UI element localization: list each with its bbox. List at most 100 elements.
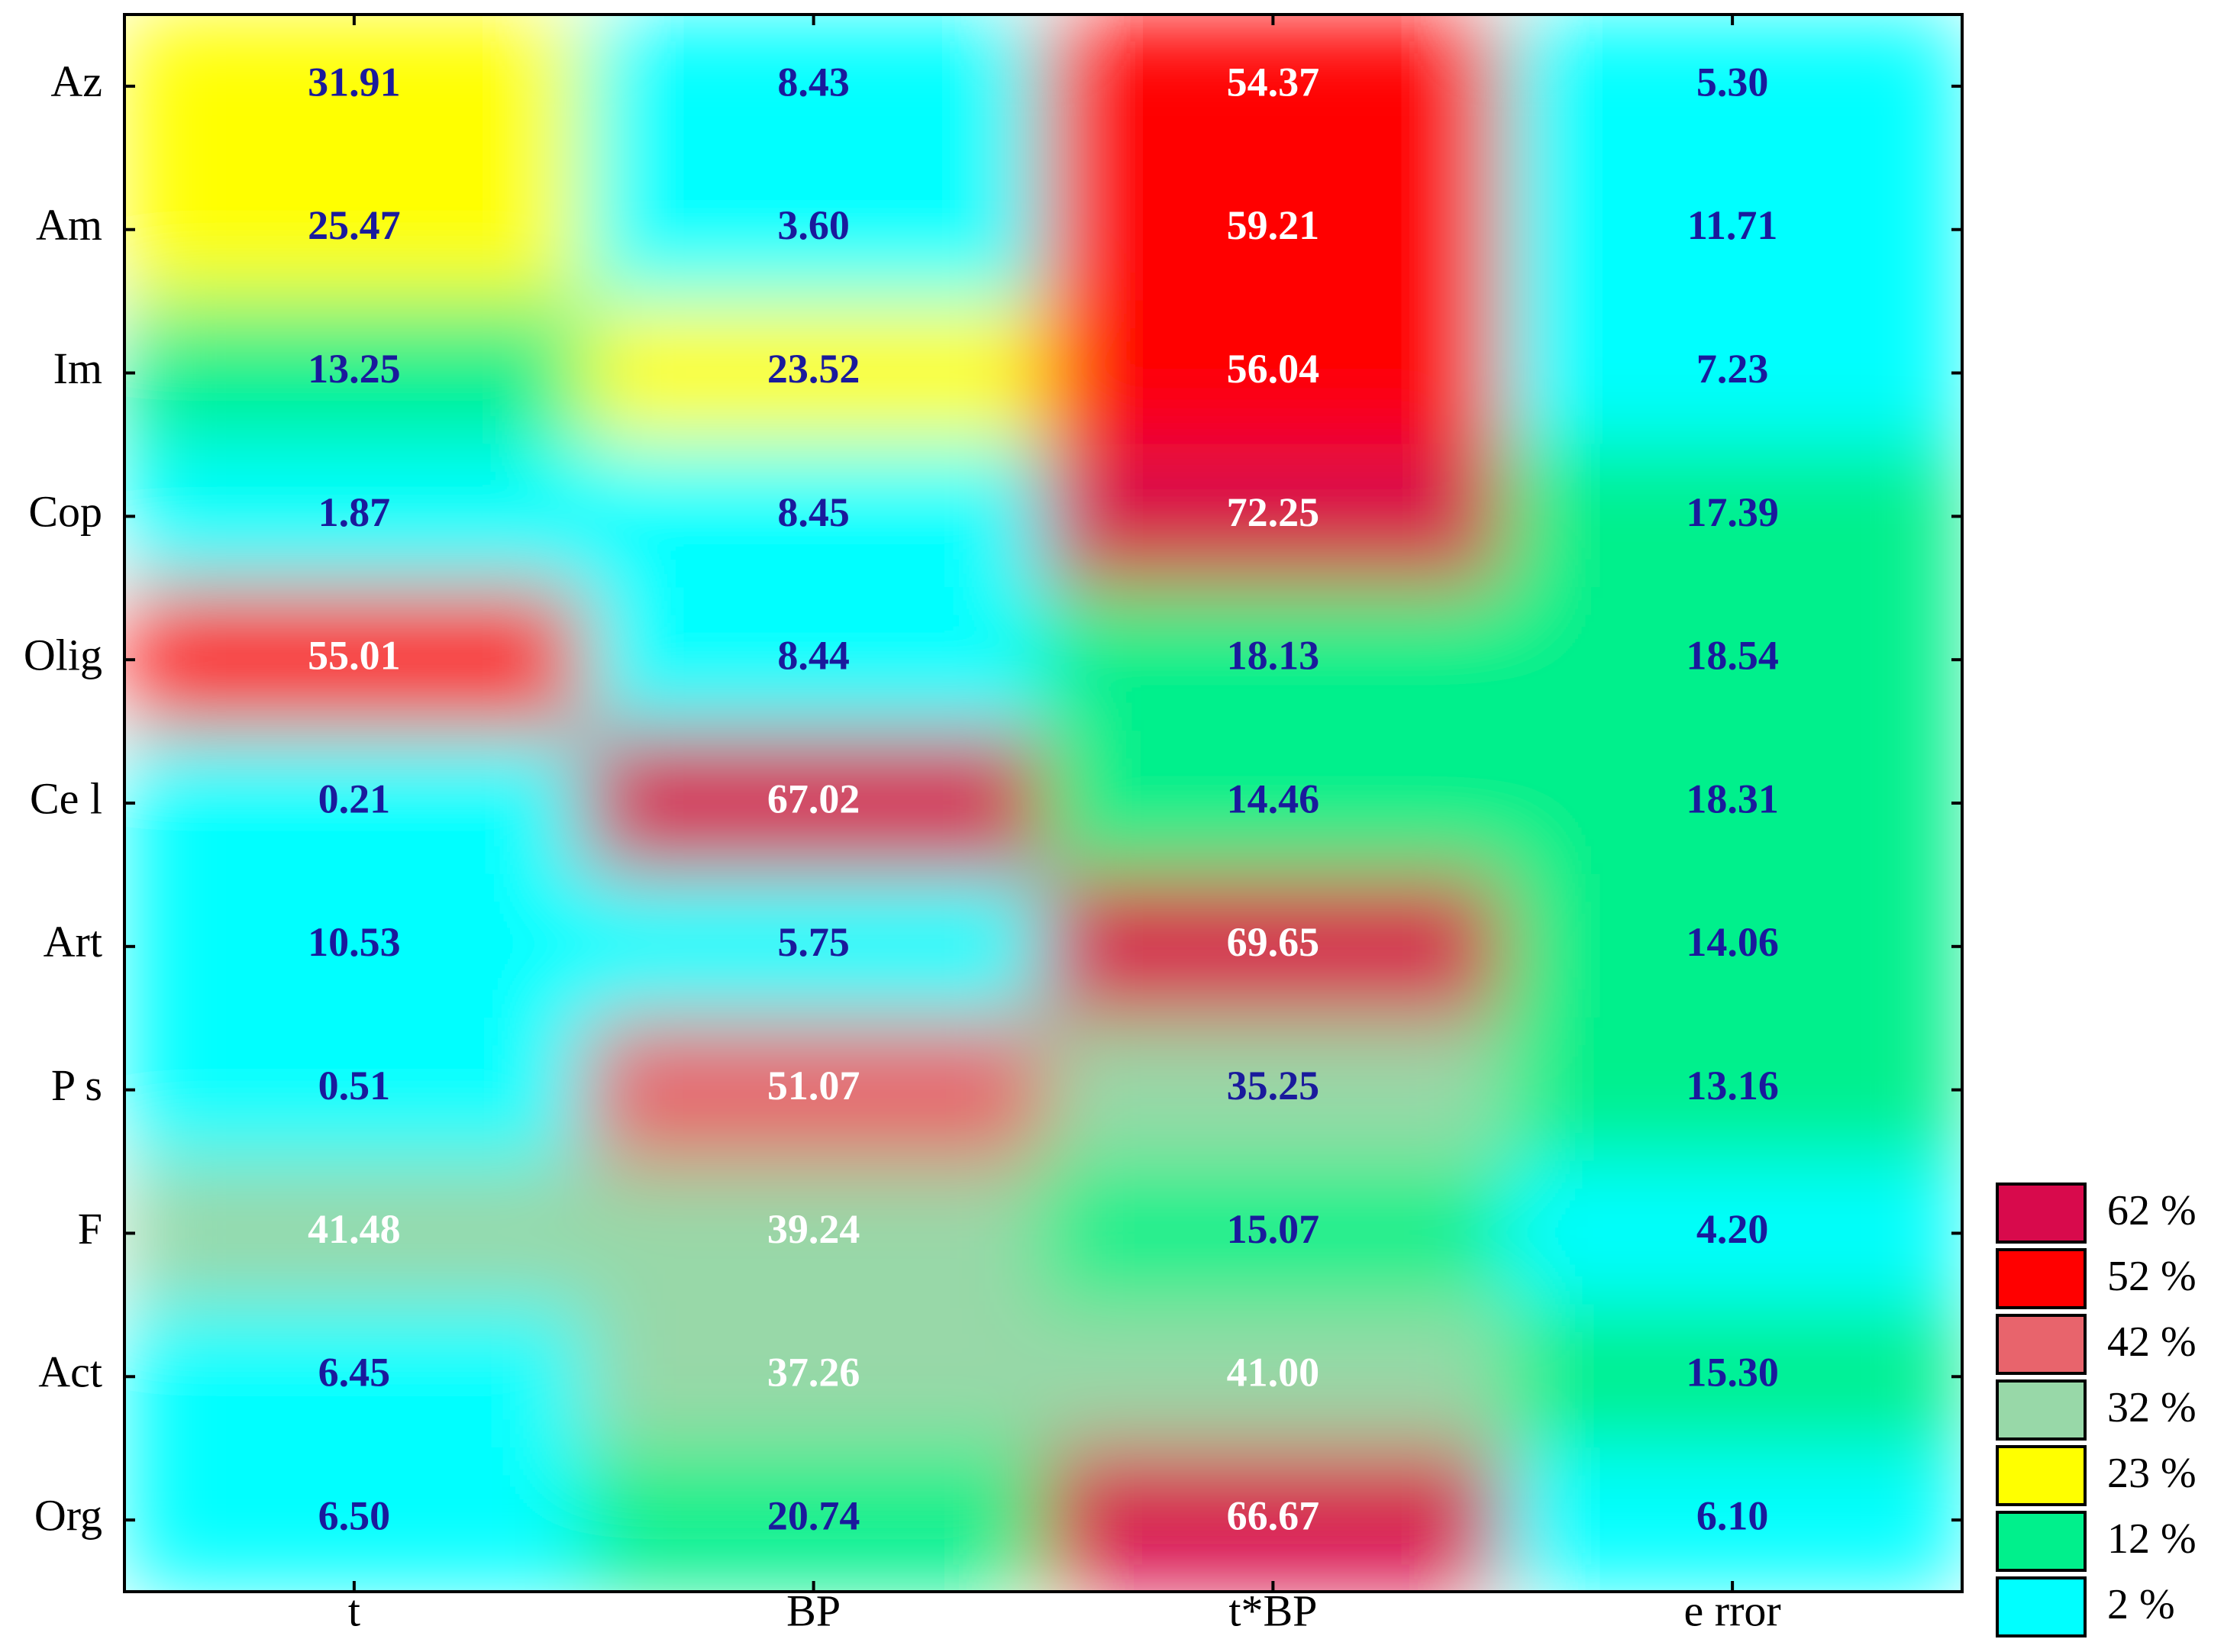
heat-surface [124, 15, 1962, 1592]
value-label: 17.39 [1686, 489, 1779, 535]
heat-cell [1042, 1160, 1504, 1306]
value-label: 14.46 [1227, 776, 1320, 821]
heat-cell [1502, 587, 1962, 733]
heat-cell [124, 731, 585, 876]
legend-swatch [1996, 1576, 2087, 1637]
heat-cell [583, 731, 1044, 876]
heat-cell [1042, 156, 1504, 302]
y-tick-label: Im [53, 344, 102, 393]
heat-cell [124, 873, 585, 1019]
value-label: 14.06 [1686, 919, 1779, 965]
y-tick-label: Art [44, 917, 102, 966]
value-label: 10.53 [308, 919, 401, 965]
heat-cell [583, 1017, 1044, 1163]
heat-cell [1502, 1304, 1962, 1450]
y-tick-label: Am [36, 200, 102, 250]
value-label: 25.47 [308, 202, 401, 248]
heat-cell [1042, 1017, 1504, 1163]
legend-label: 23 % [2107, 1450, 2197, 1497]
legend-label: 12 % [2107, 1515, 2197, 1563]
legend-swatch [1996, 1248, 2087, 1309]
legend-label: 32 % [2107, 1384, 2197, 1431]
value-label: 15.30 [1686, 1350, 1779, 1395]
value-label: 13.16 [1686, 1063, 1779, 1108]
heat-cell [124, 156, 585, 302]
heat-cell [124, 587, 585, 733]
value-label: 8.45 [777, 489, 850, 535]
value-label: 18.54 [1686, 633, 1779, 679]
value-label: 0.51 [318, 1063, 391, 1108]
heat-cell [1042, 444, 1504, 589]
heat-cell [124, 1160, 585, 1306]
value-label: 31.91 [308, 59, 401, 105]
legend-swatch [1996, 1445, 2087, 1506]
heat-cell [583, 156, 1044, 302]
x-tick-label: t*BP [1228, 1586, 1317, 1635]
value-label: 18.31 [1686, 776, 1779, 821]
heat-cell [124, 15, 585, 159]
value-label: 69.65 [1227, 919, 1320, 965]
legend-swatch [1996, 1379, 2087, 1441]
value-label: 51.07 [767, 1063, 860, 1108]
value-label: 66.67 [1227, 1492, 1320, 1538]
heat-cell [1042, 731, 1504, 876]
heat-cell [583, 15, 1044, 159]
heat-cell [1042, 587, 1504, 733]
heat-cell [583, 587, 1044, 733]
heat-cell [124, 444, 585, 589]
value-label: 59.21 [1227, 202, 1320, 248]
value-label: 0.21 [318, 776, 391, 821]
value-label: 54.37 [1227, 59, 1320, 105]
heat-cell [583, 1447, 1044, 1592]
x-tick-label: e rror [1684, 1586, 1781, 1635]
value-label: 11.71 [1687, 202, 1778, 248]
x-tick-label: BP [786, 1586, 841, 1635]
value-label: 8.43 [777, 59, 850, 105]
heat-cell [1042, 1447, 1504, 1592]
value-label: 41.00 [1227, 1350, 1320, 1395]
heat-cell [1042, 1304, 1504, 1450]
heat-cell [124, 1304, 585, 1450]
value-label: 67.02 [767, 776, 860, 821]
heat-cell [1502, 873, 1962, 1019]
value-label: 4.20 [1696, 1206, 1769, 1252]
value-label: 56.04 [1227, 346, 1320, 392]
heat-cell [1502, 444, 1962, 589]
heat-cell [124, 300, 585, 446]
legend-swatch [1996, 1183, 2087, 1244]
value-label: 6.45 [318, 1350, 391, 1395]
value-label: 5.75 [777, 919, 850, 965]
heat-cell [1502, 731, 1962, 876]
labels: 31.91 8.43 54.37 5.30 25.47 3.60 59.21 11.71 13.… [24, 15, 2197, 1637]
heat-cell [1502, 1160, 1962, 1306]
value-label: 18.13 [1227, 633, 1320, 679]
value-label: 13.25 [308, 346, 401, 392]
value-label: 7.23 [1696, 346, 1769, 392]
legend-label: 62 % [2107, 1187, 2197, 1234]
legend-swatch [1996, 1511, 2087, 1572]
heat-cell [583, 1160, 1044, 1306]
x-tick-label: t [348, 1586, 360, 1635]
legend-label: 42 % [2107, 1318, 2197, 1366]
heat-cell [1042, 873, 1504, 1019]
heat-cell [583, 1304, 1044, 1450]
heat-cell [1502, 15, 1962, 159]
value-label: 8.44 [777, 633, 850, 679]
value-label: 15.07 [1227, 1206, 1320, 1252]
legend-label: 52 % [2107, 1253, 2197, 1300]
y-tick-label: Olig [24, 630, 102, 679]
value-label: 20.74 [767, 1492, 860, 1538]
y-tick-label: F [78, 1204, 102, 1254]
y-tick-label: Act [38, 1347, 102, 1397]
heat-cells [124, 15, 1962, 1592]
value-label: 55.01 [308, 633, 401, 679]
value-label: 72.25 [1227, 489, 1320, 535]
heat-cell [1502, 300, 1962, 446]
legend-label: 2 % [2107, 1581, 2175, 1628]
value-label: 6.50 [318, 1492, 391, 1538]
heat-cell [124, 1447, 585, 1592]
value-label: 23.52 [767, 346, 860, 392]
y-tick-label: Cop [28, 487, 102, 537]
heat-cell [1042, 15, 1504, 159]
